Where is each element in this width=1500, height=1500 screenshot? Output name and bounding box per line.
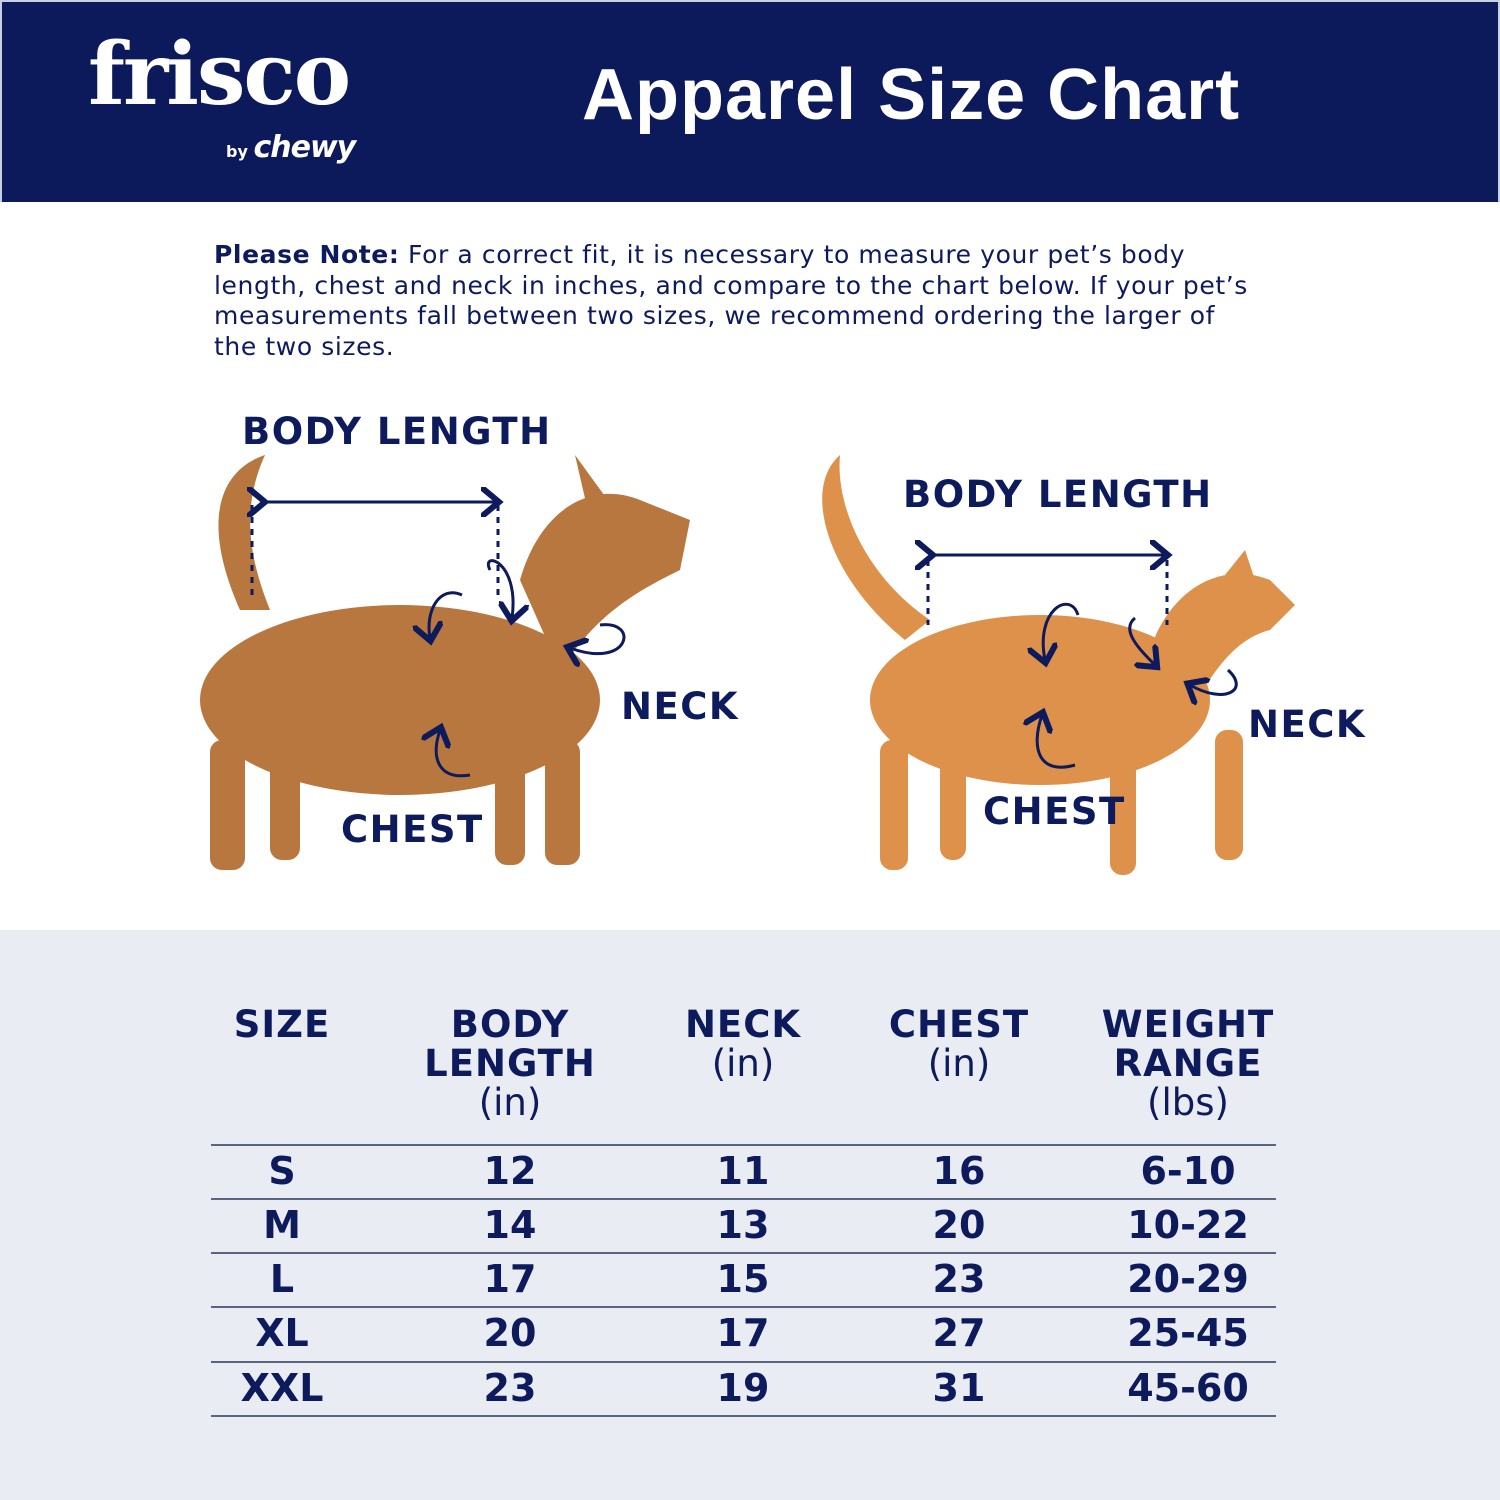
column-title: WEIGHT RANGE (1101, 1003, 1275, 1085)
please-note: Please Note: For a correct fit, it is ne… (214, 240, 1254, 362)
table-cell: 17 (716, 1311, 770, 1355)
table-cell: 23 (932, 1257, 986, 1301)
table-cell: 23 (483, 1366, 537, 1410)
header-banner: frisco by chewy Apparel Size Chart (0, 0, 1500, 202)
cat-image (822, 455, 1295, 875)
measurement-arrows (252, 502, 1238, 778)
brand-name: frisco (88, 24, 351, 125)
dog-chest-label: CHEST (341, 808, 484, 851)
table-cell: 16 (932, 1149, 986, 1193)
dog-body-length-label: BODY LENGTH (242, 410, 552, 453)
table-cell: 13 (716, 1203, 770, 1247)
table-divider (211, 1252, 1276, 1254)
column-header: SIZE (234, 1005, 331, 1044)
table-cell: 20 (932, 1203, 986, 1247)
table-cell: 31 (932, 1366, 986, 1410)
table-divider (211, 1306, 1276, 1308)
note-label: Please Note: (214, 240, 400, 269)
cat-neck-label: NECK (1248, 703, 1367, 746)
column-unit: (lbs) (1147, 1081, 1229, 1124)
table-cell: 27 (932, 1311, 986, 1355)
note-text: For a correct fit, it is necessary to me… (214, 240, 1248, 361)
table-cell: 25-45 (1127, 1311, 1249, 1355)
column-header: WEIGHT RANGE (lbs) (1088, 1005, 1288, 1122)
column-unit: (in) (927, 1042, 991, 1085)
column-title: BODY LENGTH (424, 1003, 596, 1085)
size-cell: L (269, 1257, 295, 1301)
column-header: CHEST (in) (889, 1005, 1029, 1083)
dog-neck-label: NECK (621, 685, 740, 728)
table-cell: 45-60 (1127, 1366, 1249, 1410)
column-unit: (in) (711, 1042, 775, 1085)
table-divider (211, 1144, 1276, 1146)
column-title: NECK (684, 1003, 802, 1046)
column-title: CHEST (888, 1003, 1030, 1046)
frisco-logo: frisco by chewy (88, 24, 356, 166)
cat-chest-label: CHEST (983, 790, 1126, 833)
column-title: SIZE (233, 1003, 331, 1046)
column-unit: (in) (478, 1081, 542, 1124)
table-divider (211, 1361, 1276, 1363)
column-header: NECK (in) (685, 1005, 801, 1083)
size-table-section (0, 930, 1500, 1500)
page-title: Apparel Size Chart (582, 55, 1241, 135)
table-cell: 11 (716, 1149, 770, 1193)
pets-illustration (200, 455, 1295, 875)
size-cell: S (268, 1149, 296, 1193)
table-divider (211, 1415, 1276, 1417)
table-cell: 20 (483, 1311, 537, 1355)
column-header: BODY LENGTH (in) (410, 1005, 610, 1122)
table-cell: 14 (483, 1203, 537, 1247)
measurement-illustration: BODY LENGTH NECK CHEST BODY LENGTH NECK … (0, 380, 1500, 930)
table-cell: 6-10 (1140, 1149, 1236, 1193)
table-cell: 15 (716, 1257, 770, 1301)
table-cell: 10-22 (1127, 1203, 1249, 1247)
size-cell: XL (255, 1311, 309, 1355)
size-cell: XXL (240, 1366, 324, 1410)
table-cell: 19 (716, 1366, 770, 1410)
table-cell: 17 (483, 1257, 537, 1301)
brand-chewy: chewy (253, 130, 356, 165)
table-divider (211, 1198, 1276, 1200)
size-cell: M (263, 1203, 301, 1247)
dog-image (200, 455, 690, 870)
table-cell: 20-29 (1127, 1257, 1249, 1301)
brand-by: by (226, 142, 248, 161)
cat-body-length-label: BODY LENGTH (903, 473, 1213, 516)
table-cell: 12 (483, 1149, 537, 1193)
